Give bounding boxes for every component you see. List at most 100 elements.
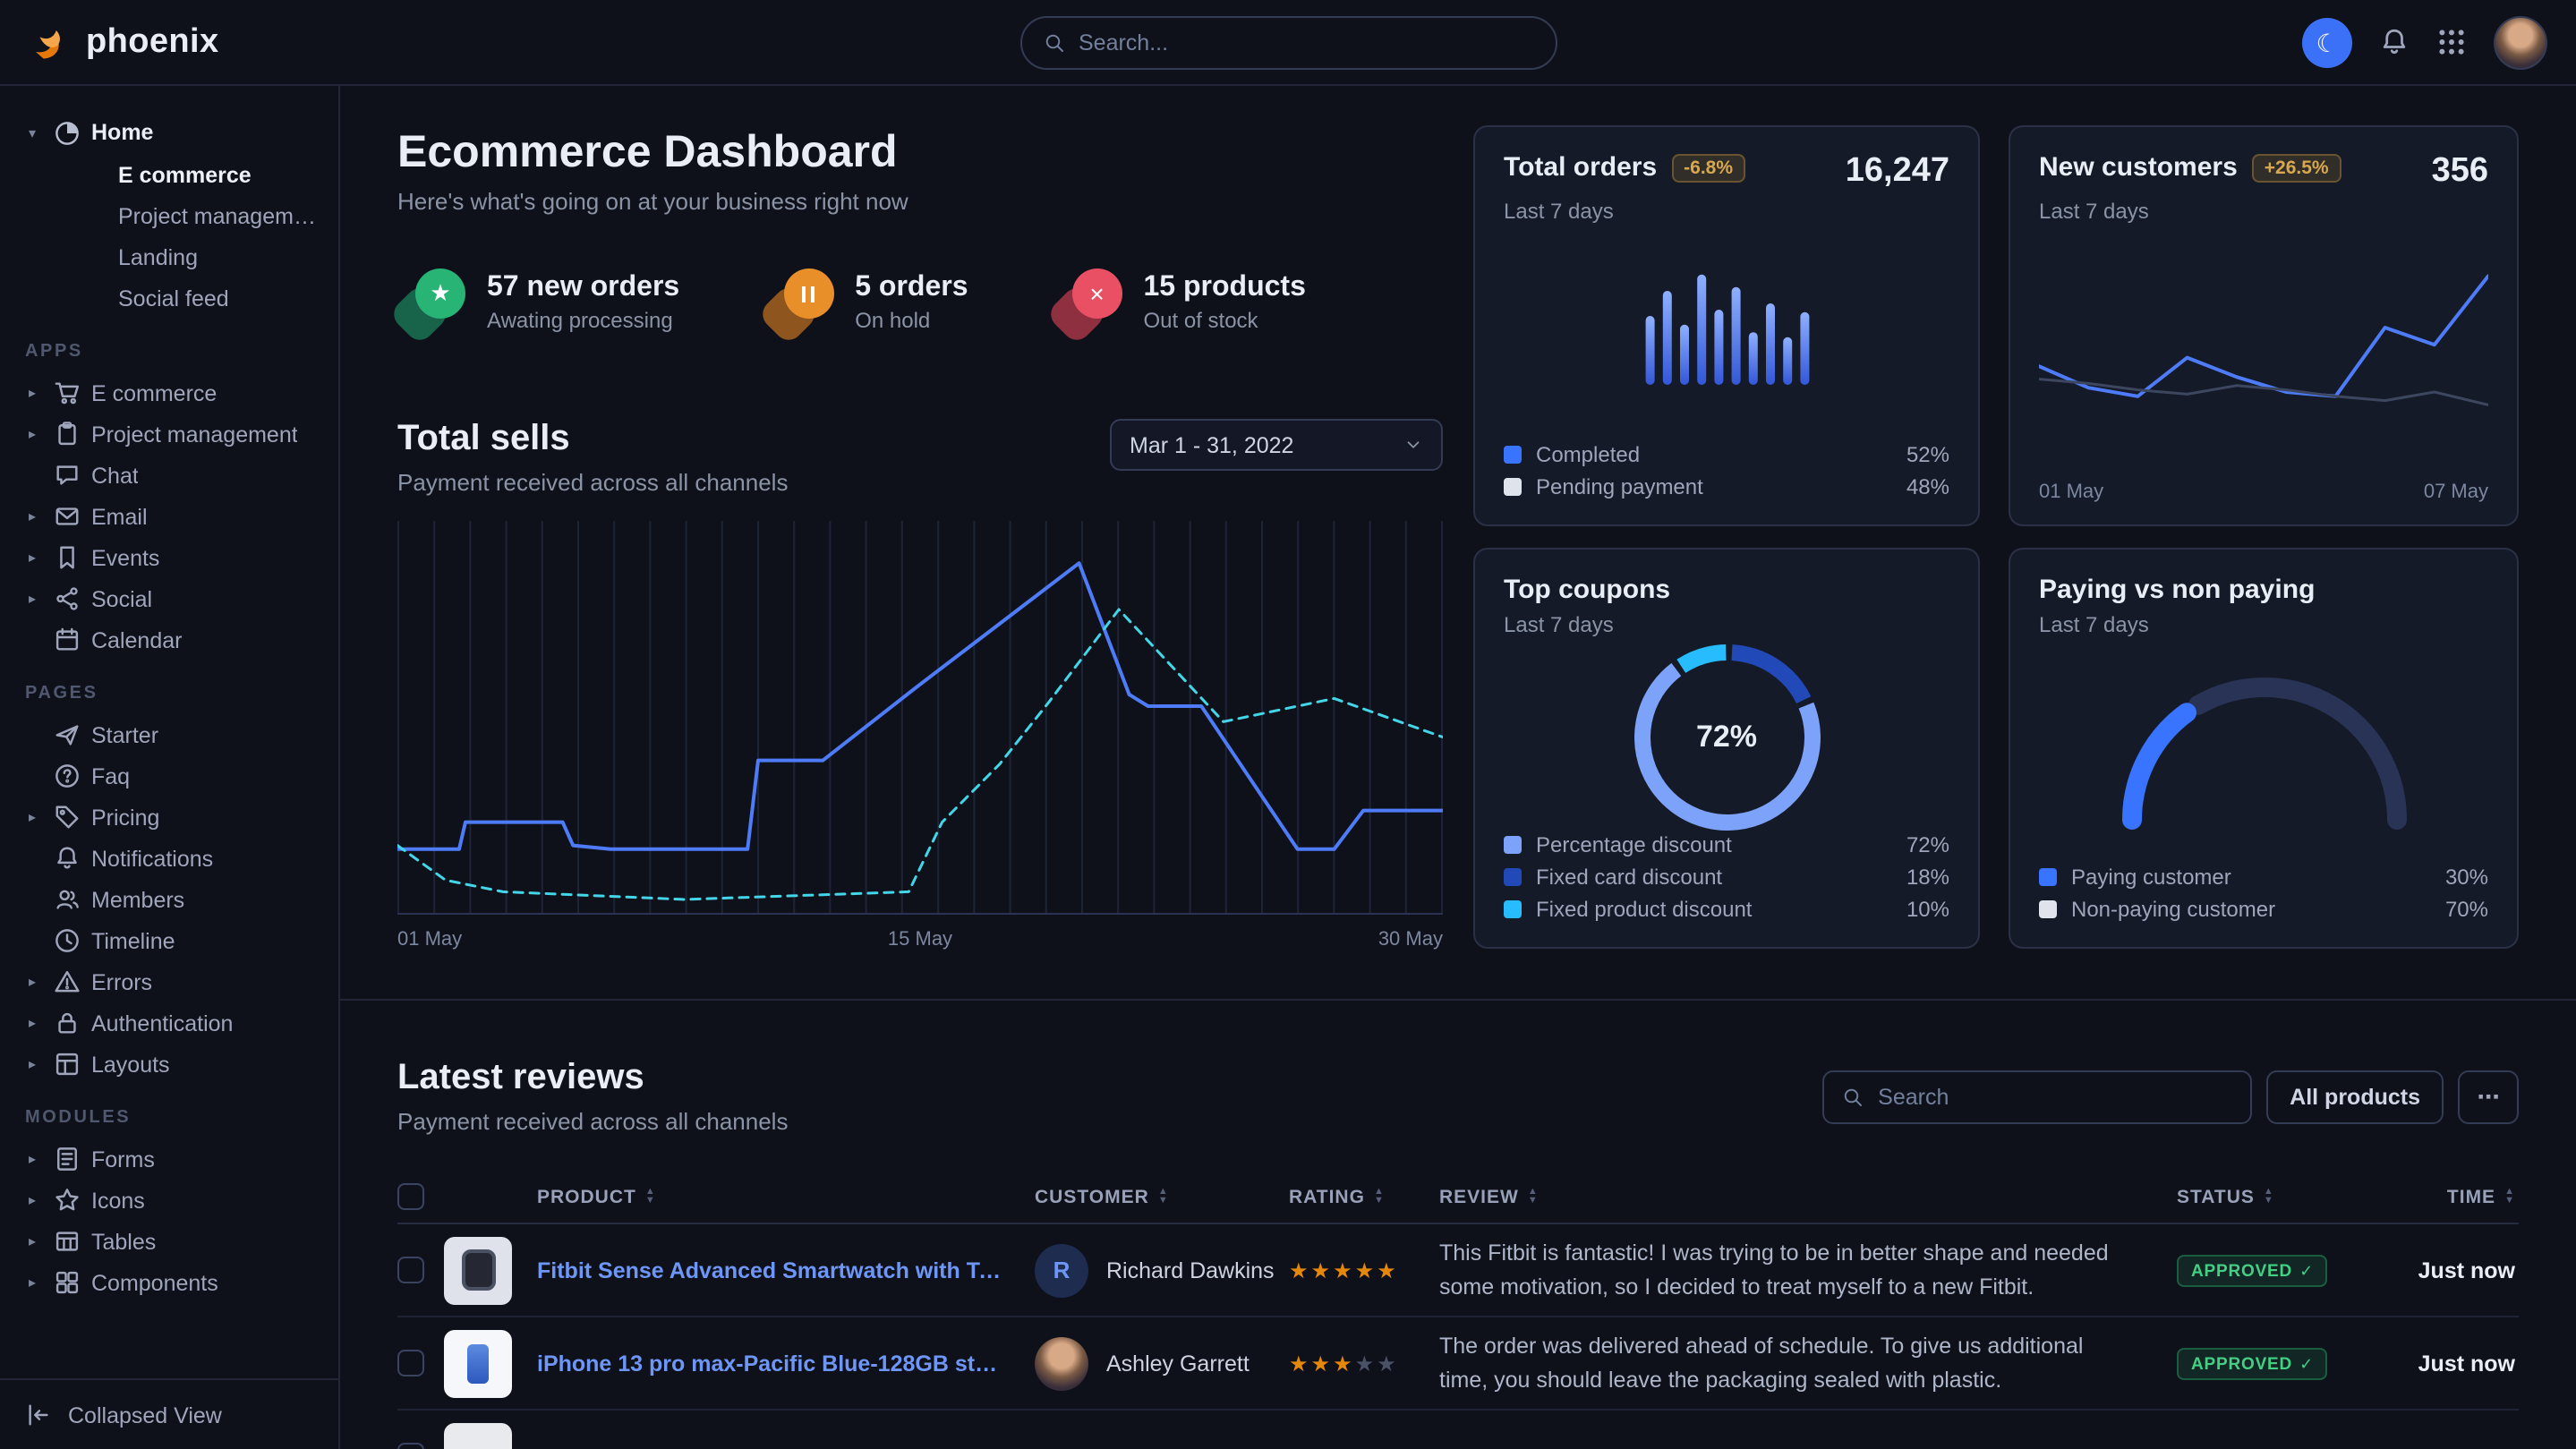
user-avatar[interactable]	[2494, 15, 2547, 69]
theme-toggle-button[interactable]: ☾	[2302, 17, 2352, 67]
card-title: Top coupons	[1504, 575, 1670, 605]
sidebar-subitem[interactable]: E commerce	[21, 154, 317, 195]
sidebar-item-home[interactable]: ▾ Home	[21, 111, 317, 154]
reviews-search[interactable]	[1822, 1070, 2252, 1123]
sidebar-item[interactable]: Chat	[21, 455, 317, 496]
caret-right-icon: ▸	[21, 550, 43, 566]
legend: Paying customer 30% Non-paying customer …	[2039, 861, 2488, 925]
sidebar-item[interactable]: ▸ Layouts	[21, 1044, 317, 1085]
search-input[interactable]	[1079, 30, 1533, 55]
legend: Percentage discount 72% Fixed card disco…	[1504, 829, 1949, 925]
legend-item: Non-paying customer 70%	[2039, 893, 2488, 925]
sidebar-item[interactable]: ▸ E commerce	[21, 372, 317, 413]
check-icon: ✓	[2299, 1262, 2314, 1282]
sidebar-item[interactable]: ▸ Social	[21, 578, 317, 619]
sort-icon: ▲▼	[1374, 1189, 1385, 1205]
sidebar-item[interactable]: ▸ Icons	[21, 1180, 317, 1221]
sidebar-item[interactable]: Starter	[21, 714, 317, 755]
x-axis-labels: 01 May 15 May 30 May	[397, 929, 1443, 950]
navbar-search[interactable]	[1019, 15, 1557, 69]
sidebar-item[interactable]: ▸ Errors	[21, 961, 317, 1002]
stat-value: 5 orders	[855, 272, 968, 304]
sidebar-subitem[interactable]: Social feed	[21, 277, 317, 319]
date-range-select[interactable]: Mar 1 - 31, 2022	[1110, 419, 1443, 471]
sidebar-item[interactable]: ▸ Events	[21, 537, 317, 578]
x-axis-labels: 01 May 07 May	[2039, 482, 2488, 503]
customer-name: Richard Dawkins	[1106, 1257, 1275, 1283]
review-row: iPhone 13 pro max-Pacific Blue-128GB sto…	[397, 1317, 2519, 1411]
column-header-status[interactable]: STATUS▲▼	[2177, 1186, 2370, 1207]
top-coupons-card: Top coupons Last 7 days 72% Percentage d…	[1473, 548, 1980, 949]
total-orders-bar-chart	[1641, 260, 1813, 385]
collapsed-view-toggle[interactable]: Collapsed View	[0, 1378, 338, 1449]
sidebar-item[interactable]: Notifications	[21, 838, 317, 879]
product-link[interactable]: Fitbit Sense Advanced Smartwatch with To…	[537, 1257, 1035, 1283]
lock-icon	[54, 1010, 81, 1036]
sort-icon: ▲▼	[1528, 1189, 1539, 1205]
notifications-button[interactable]	[2379, 27, 2410, 57]
sidebar-item[interactable]: ▸ Authentication	[21, 1002, 317, 1044]
sidebar-item[interactable]: Calendar	[21, 619, 317, 661]
clipboard-icon	[54, 421, 81, 447]
all-products-button[interactable]: All products	[2266, 1070, 2444, 1123]
share-icon	[54, 585, 81, 612]
row-checkbox[interactable]	[397, 1443, 424, 1449]
legend-item: Fixed card discount 18%	[1504, 861, 1949, 893]
table-header: PRODUCT▲▼ CUSTOMER▲▼ RATING▲▼ REVIEW▲▼ S…	[397, 1171, 2519, 1224]
sidebar-subitem[interactable]: Landing	[21, 236, 317, 277]
sidebar-item[interactable]: Faq	[21, 755, 317, 797]
kpi-cards: Total orders -6.8% 16,247 Last 7 days Co…	[1473, 125, 2519, 949]
form-icon	[54, 1146, 81, 1172]
legend-swatch	[1504, 836, 1522, 854]
sidebar-item[interactable]: ▸ Pricing	[21, 797, 317, 838]
row-checkbox[interactable]	[397, 1257, 424, 1283]
home-submenu: E commerce Project management Landing So…	[21, 154, 317, 319]
sidebar-item[interactable]: ▸ Forms	[21, 1138, 317, 1180]
select-all-checkbox[interactable]	[397, 1183, 424, 1210]
caret-right-icon: ▸	[21, 1274, 43, 1291]
column-header-time[interactable]: TIME▲▼	[2370, 1186, 2515, 1207]
column-header-customer[interactable]: CUSTOMER▲▼	[1035, 1186, 1289, 1207]
reviews-search-input[interactable]	[1878, 1084, 2232, 1109]
product-link[interactable]: iPhone 13 pro max-Pacific Blue-128GB sto…	[537, 1351, 1035, 1376]
stat-out-of-stock: × 15 products Out of stock	[1054, 268, 1306, 337]
question-icon	[54, 763, 81, 789]
sidebar-item[interactable]: ▸ Tables	[21, 1221, 317, 1262]
x-icon: ×	[1054, 268, 1122, 337]
sidebar-subitem[interactable]: Project management	[21, 195, 317, 236]
star-icon: ★	[1333, 1351, 1355, 1376]
column-header-rating[interactable]: RATING▲▼	[1289, 1186, 1439, 1207]
sidebar-item[interactable]: Timeline	[21, 920, 317, 961]
column-header-product[interactable]: PRODUCT▲▼	[537, 1186, 1035, 1207]
users-icon	[54, 886, 81, 913]
pages-menu: Starter Faq ▸ Pricing Notifications Memb…	[21, 714, 317, 1085]
star-icon: ★	[1289, 1351, 1311, 1376]
star-icon: ★	[397, 268, 465, 337]
stats-row: ★ 57 new orders Awating processing 5 ord…	[397, 268, 1443, 337]
brand[interactable]: phoenix	[29, 21, 219, 64]
apps-grid-button[interactable]	[2436, 27, 2467, 57]
stat-value: 57 new orders	[487, 272, 679, 304]
sidebar-item[interactable]: Members	[21, 879, 317, 920]
more-options-button[interactable]: ⋯	[2458, 1070, 2519, 1123]
caret-right-icon: ▸	[21, 591, 43, 607]
change-badge: +26.5%	[2252, 153, 2341, 182]
main-content: Ecommerce Dashboard Here's what's going …	[340, 86, 2576, 1449]
star-icon: ★	[1333, 1257, 1355, 1283]
page-subtitle: Here's what's going on at your business …	[397, 188, 1443, 215]
sidebar-item[interactable]: ▸ Components	[21, 1262, 317, 1303]
review-text: The order was delivered ahead of schedul…	[1439, 1331, 2177, 1396]
caret-right-icon: ▸	[21, 1015, 43, 1031]
star-icon: ★	[1289, 1257, 1311, 1283]
row-checkbox[interactable]	[397, 1350, 424, 1377]
column-header-review[interactable]: REVIEW▲▼	[1439, 1186, 2177, 1207]
sidebar-item[interactable]: ▸ Project management	[21, 413, 317, 455]
sidebar-item[interactable]: ▸ Email	[21, 496, 317, 537]
customer-avatar: R	[1035, 1243, 1088, 1297]
stat-orders-on-hold: 5 orders On hold	[765, 268, 968, 337]
moon-icon: ☾	[2316, 30, 2338, 55]
caret-right-icon: ▸	[21, 1151, 43, 1167]
caret-right-icon: ▸	[21, 1192, 43, 1208]
cart-icon	[54, 379, 81, 406]
customer-avatar	[1035, 1336, 1088, 1390]
